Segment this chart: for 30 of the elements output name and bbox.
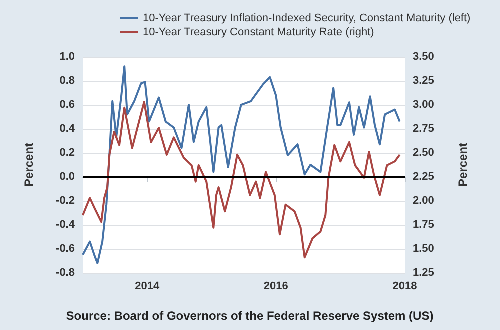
y2-tick-label: 1.25 [413,267,434,279]
y-tick-label: 0.2 [60,147,75,159]
legend-label: 10-Year Treasury Inflation-Indexed Security, Constant Maturity (left) [143,12,471,24]
x-tick-label: 2016 [264,280,288,292]
y-tick-label: 0.0 [60,171,75,183]
y2-tick-label: 3.25 [413,75,434,87]
y2-tick-label: 3.00 [413,99,434,111]
x-tick-label: 2014 [135,280,160,292]
y2-axis-title: Percent [456,142,470,188]
y-tick-label: 1.0 [60,51,75,63]
y2-tick-label: 3.50 [413,51,434,63]
x-tick-label: 2018 [392,280,418,292]
y2-tick-label: 1.50 [413,243,434,255]
legend-label: 10-Year Treasury Constant Maturity Rate (right) [143,26,374,38]
y2-tick-label: 2.50 [413,147,434,159]
y-tick-label: 0.6 [60,99,75,111]
y-tick-label: 0.4 [60,123,76,135]
y-tick-label: 0.8 [60,75,75,87]
y-tick-label: -0.4 [56,219,76,231]
y2-tick-label: 2.25 [413,171,434,183]
source-note: Source: Board of Governors of the Federal Reserve System (US) [66,309,434,323]
y2-tick-label: 1.75 [413,219,434,231]
y-tick-label: -0.8 [56,267,75,279]
y2-tick-label: 2.00 [413,195,434,207]
line-series [82,101,401,259]
y-tick-label: -0.6 [56,243,75,255]
y-tick-label: -0.2 [56,195,75,207]
y2-tick-label: 2.75 [413,123,434,135]
y-axis-title: Percent [22,142,36,188]
line-series [82,66,401,264]
